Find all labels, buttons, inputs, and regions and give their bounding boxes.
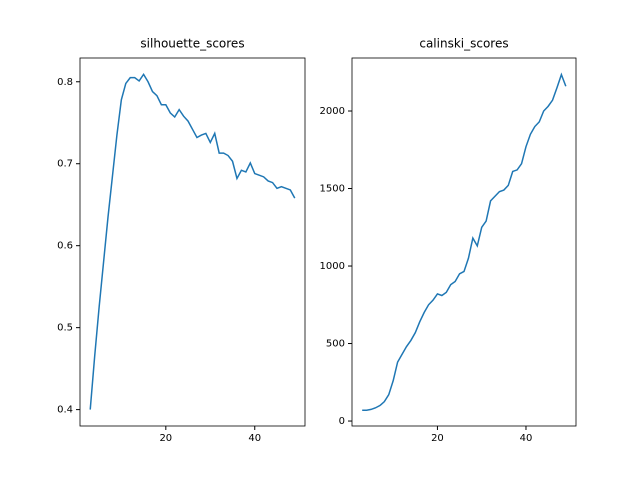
y-tick-label: 2000 bbox=[320, 106, 345, 117]
y-tick-label: 0 bbox=[339, 416, 345, 427]
y-tick-label: 500 bbox=[326, 339, 345, 350]
chart-title: silhouette_scores bbox=[140, 37, 244, 51]
x-tick-label: 40 bbox=[520, 433, 533, 444]
y-tick-label: 0.5 bbox=[57, 323, 73, 334]
axes-frame bbox=[79, 57, 306, 427]
axes-frame bbox=[351, 57, 577, 427]
x-tick-label: 40 bbox=[248, 433, 261, 444]
data-line bbox=[89, 72, 296, 410]
data-line bbox=[362, 72, 567, 411]
y-tick-label: 1000 bbox=[320, 261, 345, 272]
x-tick-label: 20 bbox=[159, 433, 172, 444]
y-tick-label: 0.7 bbox=[57, 159, 73, 170]
y-tick-label: 0.6 bbox=[57, 241, 73, 252]
y-tick-label: 0.8 bbox=[57, 77, 73, 88]
y-tick-label: 0.4 bbox=[57, 405, 73, 416]
y-tick-label: 1500 bbox=[320, 184, 345, 195]
chart-title: calinski_scores bbox=[419, 37, 508, 51]
x-tick-label: 20 bbox=[431, 433, 444, 444]
